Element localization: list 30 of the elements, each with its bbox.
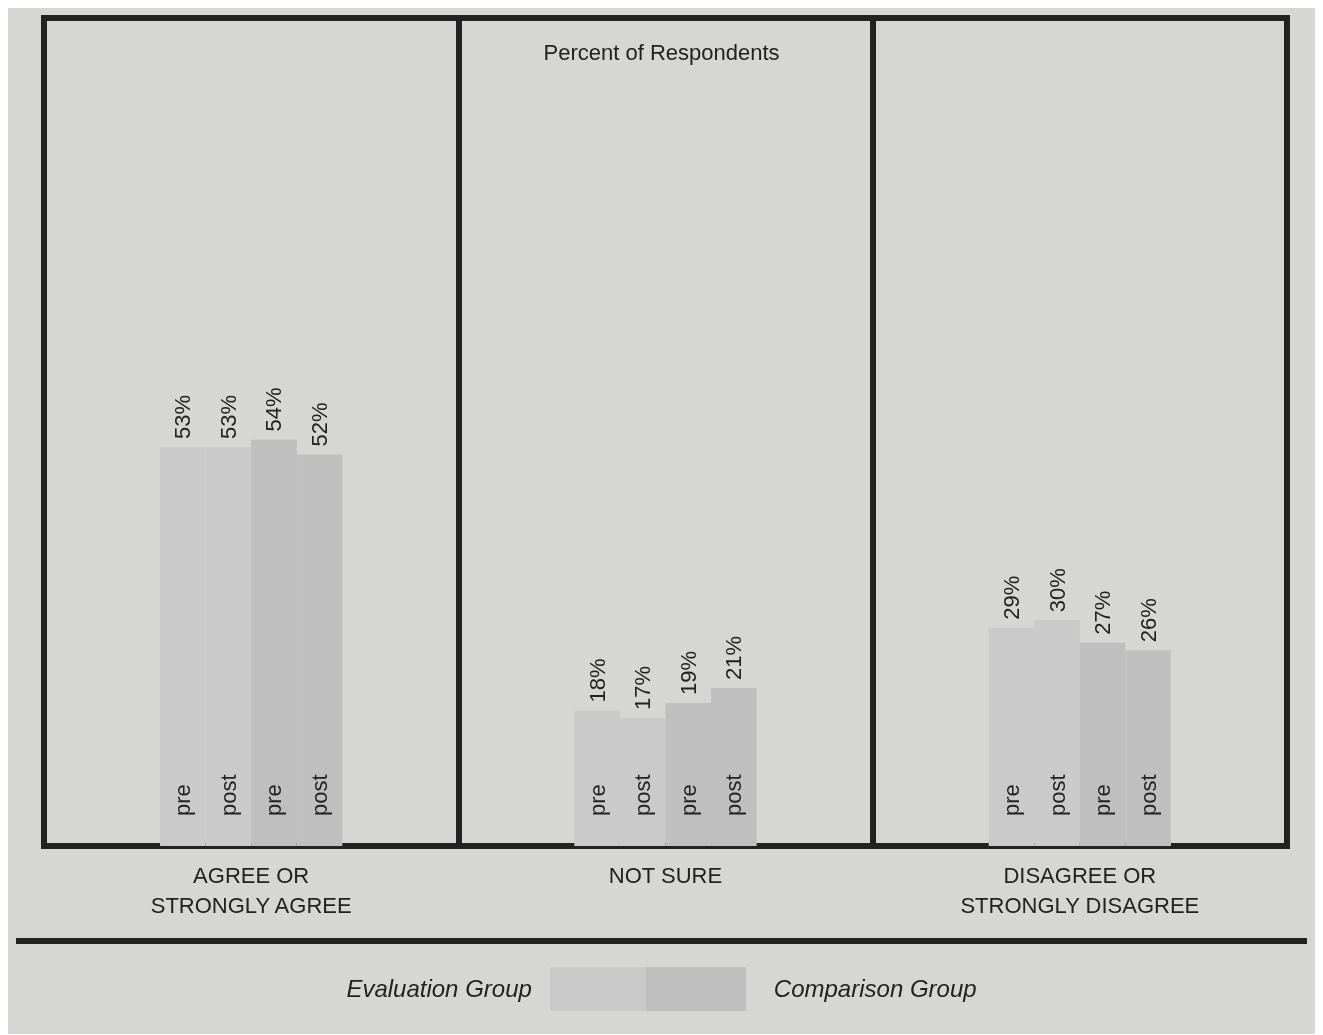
data-label: 17% (630, 665, 656, 711)
series-label: post (721, 774, 747, 816)
text: pre (1090, 784, 1116, 816)
text: Evaluation Group (346, 975, 532, 1003)
data-label: 52% (307, 402, 333, 447)
text: post (630, 774, 656, 816)
text: pre (998, 784, 1024, 816)
x-tick-label: AGREE OR STRONGLY AGREE (150, 862, 352, 918)
data-label: 18% (584, 658, 610, 703)
text: post (215, 774, 241, 816)
data-label: 27% (1090, 590, 1116, 635)
series-label: pre (584, 784, 610, 816)
data-label: 30% (1044, 568, 1070, 613)
text: pre (675, 784, 701, 816)
x-tick-label: NOT SURE (608, 862, 723, 888)
series-label: pre (261, 784, 287, 816)
text: Comparison Group (773, 975, 977, 1003)
data-label: 19% (675, 650, 701, 695)
series-label: post (1044, 774, 1070, 816)
data-label: 26% (1135, 598, 1161, 643)
text: post (307, 774, 333, 816)
data-label: 53% (215, 395, 241, 440)
data-label: 53% (170, 395, 196, 440)
data-label: 21% (721, 635, 747, 680)
text: Percent of Respondents (543, 39, 780, 65)
text: pre (170, 784, 196, 816)
text: post (1135, 774, 1161, 816)
data-label: 54% (261, 387, 287, 432)
data-label: 29% (998, 575, 1024, 620)
x-tick-label: DISAGREE OR STRONGLY DISAGREE (960, 862, 1200, 918)
